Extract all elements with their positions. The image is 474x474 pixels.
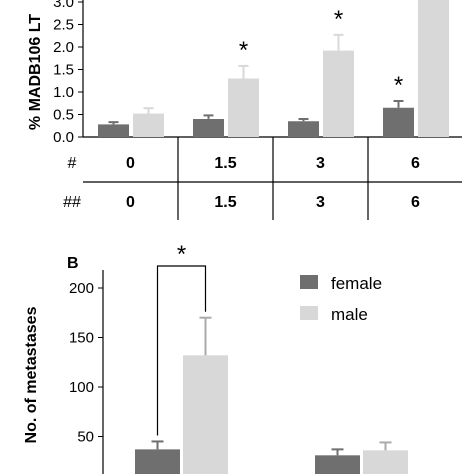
panel-a-bar bbox=[418, 0, 449, 137]
panel-a-bar bbox=[228, 78, 259, 137]
panel-a-category-label-row2: 6 bbox=[411, 194, 420, 211]
panel-a-category-table: 0 0 1.5 1.5 3 3 6 6 bbox=[83, 137, 462, 220]
panel-a-y-ticks: 0.0 0.5 1.0 1.5 2.0 2.5 3.0 bbox=[53, 0, 83, 146]
panel-a-y-tick-label: 3.0 bbox=[53, 0, 74, 11]
legend-label-female: female bbox=[331, 274, 382, 293]
panel-b-significance-bracket bbox=[156, 265, 207, 436]
panel-a-bar bbox=[98, 124, 129, 137]
panel-a-y-tick-label: 2.0 bbox=[53, 39, 74, 56]
panel-b-y-ticks: 50 100 150 200 bbox=[69, 280, 103, 446]
panel-b-bars bbox=[135, 316, 408, 474]
panel-a-category-label-row2: 0 bbox=[126, 194, 135, 211]
panel-a-y-tick-label: 0.5 bbox=[53, 107, 74, 124]
panel-a-bars bbox=[98, 0, 449, 137]
panel-a-significance-star: * bbox=[394, 72, 403, 99]
panel-a-row-label-2: ## bbox=[63, 194, 81, 211]
panel-a-bar bbox=[193, 119, 224, 137]
panel-a-row-label-1: # bbox=[68, 155, 77, 172]
legend-swatch-male bbox=[300, 306, 318, 320]
panel-a-bar bbox=[133, 113, 164, 137]
panel-a-y-tick-label: 2.5 bbox=[53, 17, 74, 34]
panel-a: % MADB106 LT 0.0 0.5 1.0 1.5 2.0 2.5 3.0 * * * #… bbox=[27, 0, 462, 220]
panel-a-category-label: 6 bbox=[411, 155, 420, 172]
panel-a-significance-star: * bbox=[334, 6, 343, 33]
panel-a-category-label: 1.5 bbox=[214, 155, 236, 172]
panel-a-annotations: * * * bbox=[239, 6, 403, 99]
panel-b-bar bbox=[135, 449, 180, 474]
panel-b-y-tick-label: 200 bbox=[69, 280, 94, 297]
panel-b-significance: * bbox=[156, 241, 207, 436]
panel-a-significance-star: * bbox=[239, 37, 248, 64]
legend-label-male: male bbox=[331, 305, 368, 324]
panel-a-bar bbox=[383, 107, 414, 137]
panel-a-y-tick-label: 1.5 bbox=[53, 62, 74, 79]
panel-b-bar bbox=[363, 450, 408, 474]
panel-a-category-label: 0 bbox=[126, 155, 135, 172]
panel-a-y-tick-label: 0.0 bbox=[53, 129, 74, 146]
panel-a-bar bbox=[288, 121, 319, 137]
panel-b-label: B bbox=[67, 255, 79, 272]
panel-b-bar bbox=[183, 355, 228, 474]
panel-b-y-tick-label: 50 bbox=[77, 429, 94, 446]
panel-a-category-label-row2: 3 bbox=[316, 194, 325, 211]
panel-b-bar bbox=[315, 455, 360, 474]
panel-a-category-label-row2: 1.5 bbox=[214, 194, 236, 211]
panel-a-bar bbox=[323, 50, 354, 137]
legend-swatch-female bbox=[300, 275, 318, 289]
panel-a-y-axis-title: % MADB106 LT bbox=[27, 14, 44, 130]
panel-a-y-tick-label: 1.0 bbox=[53, 84, 74, 101]
panel-b-y-tick-label: 150 bbox=[69, 330, 94, 347]
panel-b-y-axis-title: No. of metastases bbox=[23, 306, 40, 443]
panel-b: B No. of metastases 50 100 150 200 * female… bbox=[23, 241, 408, 474]
panel-a-category-label: 3 bbox=[316, 155, 325, 172]
panel-b-significance-star: * bbox=[177, 241, 186, 268]
panel-b-legend: female male bbox=[300, 274, 382, 324]
panel-b-y-tick-label: 100 bbox=[69, 379, 94, 396]
